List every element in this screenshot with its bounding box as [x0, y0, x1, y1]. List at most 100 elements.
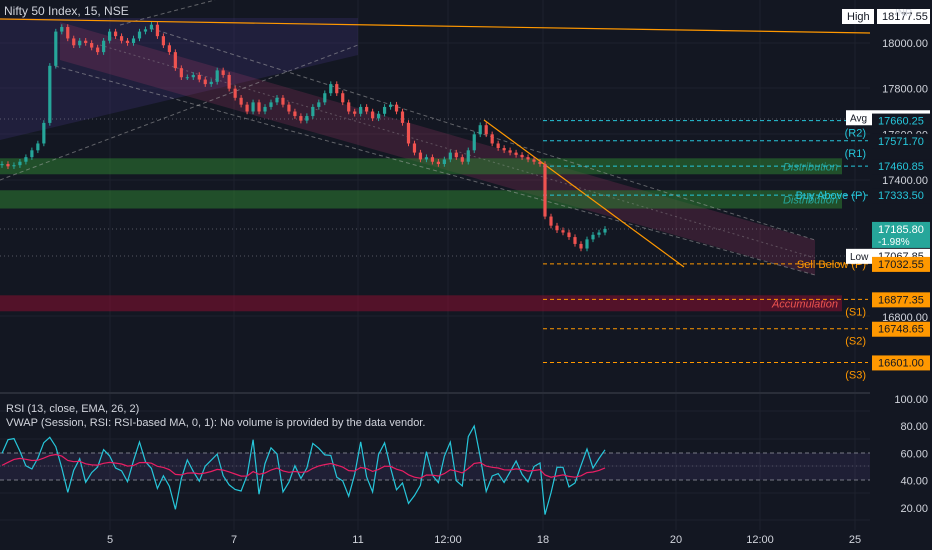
candle-body: [508, 150, 512, 153]
pivot-level-label: (R2): [845, 128, 866, 140]
high-value: 18177.55: [882, 11, 928, 23]
candle-body: [365, 106, 369, 112]
candle-body: [561, 230, 565, 233]
candle-body: [371, 111, 375, 119]
channel-lower-line: [54, 65, 816, 276]
candle-body: [603, 228, 607, 233]
pivot-level-label: (S1): [845, 306, 866, 318]
candle-body: [388, 104, 393, 107]
candle-body: [490, 134, 494, 144]
candle-body: [161, 36, 165, 46]
candle-body: [18, 161, 22, 166]
zone-label: Distribution: [783, 161, 838, 173]
pivot-level-label: (S2): [845, 336, 866, 348]
candle-body: [514, 152, 518, 155]
candle-body: [329, 84, 333, 94]
price-label-value: 17185.80: [878, 224, 924, 236]
candle-body: [54, 31, 58, 66]
candle-body: [377, 113, 381, 119]
price-tag-label: Avg: [850, 113, 867, 124]
pivot-level-label: (R1): [845, 148, 866, 160]
candle-body: [209, 81, 213, 85]
candle-body: [84, 40, 88, 43]
price-axis-labels: 17674.80Avg17660.2517571.7017460.8517333…: [846, 110, 930, 371]
candle-body: [597, 232, 601, 235]
candle-body: [113, 31, 118, 37]
symbol-title[interactable]: Nifty 50 Index, 15, NSE: [4, 4, 129, 18]
candle-body: [442, 159, 446, 165]
candle-body: [60, 27, 64, 32]
candle-body: [448, 152, 452, 160]
candle-body: [335, 84, 339, 94]
candle-body: [394, 104, 399, 112]
candle-body: [66, 27, 70, 39]
time-axis-background[interactable]: [0, 530, 932, 550]
candle-body: [215, 70, 219, 82]
candle-body: [30, 150, 34, 158]
time-tick-label: 20: [670, 534, 682, 546]
candle-body: [502, 148, 506, 151]
candle-body: [478, 125, 482, 135]
candle-body: [167, 45, 171, 53]
currency-label: INR: [895, 8, 912, 19]
candle-body: [251, 102, 255, 112]
horizontal-resistance-line: [0, 18, 871, 34]
time-tick-label: 5: [107, 534, 113, 546]
candle-body: [185, 77, 189, 79]
candle-body: [191, 74, 195, 78]
candle-body: [532, 159, 536, 162]
candle-body: [257, 102, 261, 112]
zone-label: Distribution: [783, 194, 838, 206]
pivot-level-label: Buy Above (P): [796, 190, 866, 202]
candle-body: [353, 111, 357, 114]
rsi-tick-label: 20.00: [900, 503, 928, 515]
candle-body: [143, 29, 148, 32]
channel-upper-line: [149, 27, 816, 241]
price-label-change: -1.98%: [878, 237, 910, 248]
price-tick-label: 16800.00: [882, 312, 928, 324]
candle-body: [573, 237, 577, 244]
time-tick-label: 7: [231, 534, 237, 546]
price-tick-label: 17400.00: [882, 175, 928, 187]
rsi-tick-label: 40.00: [900, 476, 928, 488]
candle-body: [418, 152, 423, 160]
candle-body: [125, 40, 130, 43]
candle-body: [227, 74, 231, 89]
candle-body: [347, 102, 351, 112]
price-label-box: [872, 188, 930, 204]
price-label-value: 17571.70: [878, 136, 924, 148]
candle-body: [281, 97, 285, 105]
price-label-value: 16748.65: [878, 324, 924, 336]
price-label-value: 17660.25: [878, 116, 924, 128]
top-left-channel-zone: [0, 18, 358, 140]
time-tick-label: 11: [352, 534, 363, 546]
time-tick-label: 25: [849, 534, 861, 546]
rsi-tick-label: 80.00: [900, 421, 928, 433]
descending-trendline: [483, 119, 685, 268]
candle-body: [96, 47, 100, 53]
candle-body: [526, 157, 530, 160]
candle-body: [203, 79, 207, 85]
time-tick-label: 12:00: [746, 534, 774, 546]
high-tag: High: [847, 11, 870, 23]
candle-body: [591, 234, 595, 240]
rsi-title: RSI (13, close, EMA, 26, 2): [6, 403, 139, 415]
price-tick-label: 18000.00: [882, 38, 928, 50]
rsi-line: [1, 424, 606, 515]
candle-body: [323, 93, 327, 103]
candle-body: [299, 116, 303, 121]
time-axis-ticks: 5 7 11 12:00 18 20 12:00 25: [107, 534, 861, 546]
candle-body: [6, 164, 10, 167]
price-label-box: [872, 292, 930, 308]
zone-rect: [0, 295, 842, 312]
price-tag-box: [846, 248, 872, 264]
candle-body: [197, 74, 201, 80]
candle-body: [239, 97, 243, 105]
candlestick-series[interactable]: [0, 21, 607, 252]
vwap-note: VWAP (Session, RSI: RSI-based MA, 0, 1):…: [6, 417, 425, 429]
candle-body: [472, 134, 476, 151]
candle-body: [48, 65, 52, 123]
candle-body: [36, 143, 40, 151]
candle-body: [412, 143, 417, 153]
